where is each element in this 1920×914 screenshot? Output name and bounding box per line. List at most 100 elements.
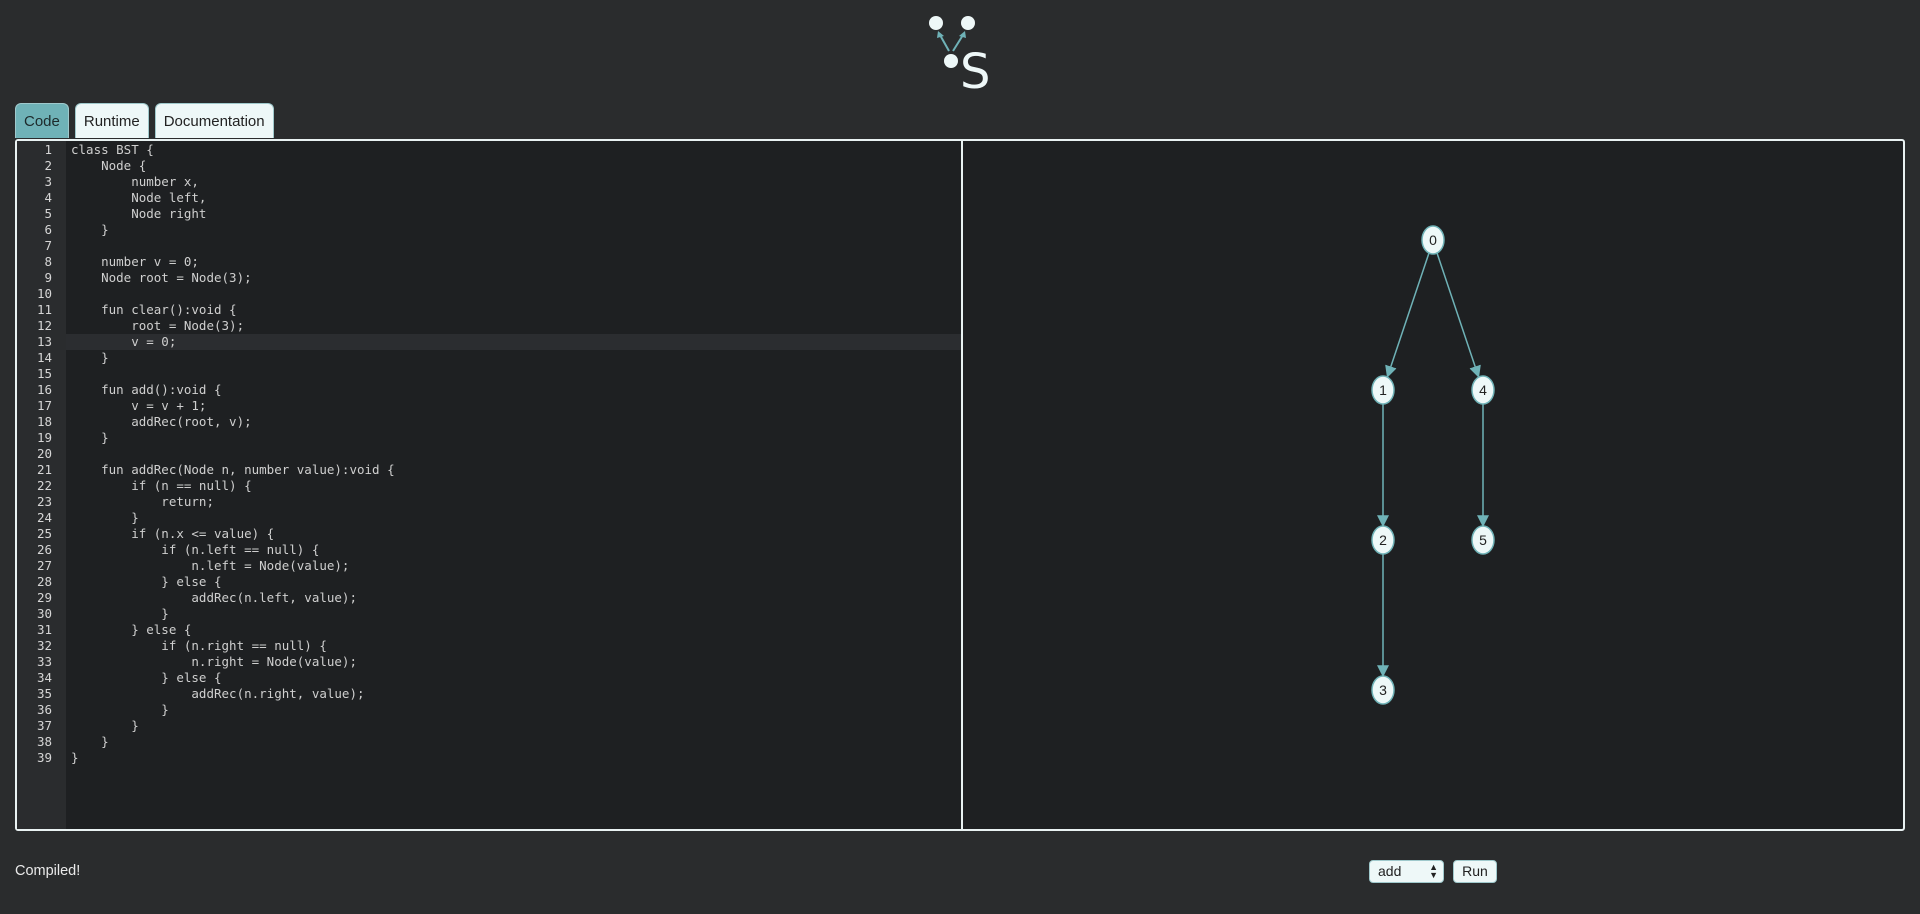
code-line[interactable]: } xyxy=(71,350,109,365)
code-line[interactable]: } xyxy=(71,734,109,749)
code-line[interactable]: v = 0; xyxy=(66,334,961,350)
graph-node-circle xyxy=(1371,375,1395,405)
code-line[interactable]: } xyxy=(71,606,169,621)
tree-graph: 0 1 4 2 5 3 xyxy=(1371,225,1495,705)
line-number: 35 xyxy=(36,686,52,701)
code-line[interactable]: } xyxy=(71,702,169,717)
line-number: 32 xyxy=(36,638,52,653)
graph-node: 2 xyxy=(1371,525,1395,555)
line-number: 23 xyxy=(36,494,52,509)
line-number: 30 xyxy=(36,606,52,621)
app-logo: S xyxy=(920,8,1000,100)
code-line[interactable]: } else { xyxy=(71,670,222,685)
compile-status: Compiled! xyxy=(15,863,81,879)
code-line[interactable]: n.left = Node(value); xyxy=(71,558,350,573)
code-line[interactable] xyxy=(66,238,961,254)
tab-runtime[interactable]: Runtime xyxy=(74,103,149,138)
line-number: 15 xyxy=(36,366,52,381)
code-line[interactable]: fun addRec(Node n, number value):void { xyxy=(71,462,395,477)
line-number: 2 xyxy=(44,158,52,173)
code-line[interactable]: } xyxy=(71,222,109,237)
code-line[interactable]: if (n.right == null) { xyxy=(71,638,327,653)
code-line[interactable]: Node { xyxy=(71,158,147,173)
graph-node-label: 4 xyxy=(1479,382,1487,398)
line-number: 26 xyxy=(36,542,52,557)
code-editor[interactable]: 1 2 3 4 5 6 7 8 9 10 11 12 13 14 15 16 17 18 19 20 21 22 23 24 2… xyxy=(17,141,963,829)
graph-node-label: 1 xyxy=(1379,382,1387,398)
line-number: 13 xyxy=(36,334,52,349)
code-line[interactable]: } xyxy=(71,510,139,525)
select-arrows-icon: ▲ ▼ xyxy=(1429,862,1438,880)
code-line[interactable]: number x, xyxy=(71,174,199,189)
code-line[interactable] xyxy=(66,446,961,462)
function-select[interactable]: add ▲ ▼ xyxy=(1369,860,1444,883)
line-number: 29 xyxy=(36,590,52,605)
code-line[interactable]: Node root = Node(3); xyxy=(71,270,252,285)
code-line[interactable]: v = v + 1; xyxy=(71,398,207,413)
svg-text:S: S xyxy=(960,44,990,92)
line-number: 14 xyxy=(36,350,52,365)
graph-edge xyxy=(1436,253,1481,378)
line-number: 19 xyxy=(36,430,52,445)
line-number: 31 xyxy=(36,622,52,637)
line-number: 6 xyxy=(44,222,52,237)
graph-node-circle xyxy=(1471,375,1495,405)
code-line[interactable]: return; xyxy=(71,494,214,509)
line-number: 3 xyxy=(44,174,52,189)
code-line[interactable]: if (n.left == null) { xyxy=(71,542,320,557)
function-select-value: add xyxy=(1378,863,1402,879)
code-line[interactable]: fun add():void { xyxy=(71,382,222,397)
line-number: 37 xyxy=(36,718,52,733)
code-line[interactable]: class BST { xyxy=(71,142,154,157)
graph-node-label: 3 xyxy=(1379,682,1387,698)
line-number: 34 xyxy=(36,670,52,685)
tab-documentation[interactable]: Documentation xyxy=(154,103,274,138)
code-line[interactable]: addRec(n.left, value); xyxy=(71,590,357,605)
graph-edge xyxy=(1385,253,1430,378)
code-line[interactable]: addRec(n.right, value); xyxy=(71,686,365,701)
tab-code[interactable]: Code xyxy=(15,103,69,138)
line-number: 38 xyxy=(36,734,52,749)
code-line[interactable] xyxy=(66,286,961,302)
tab-bar: Code Runtime Documentation xyxy=(15,103,274,139)
code-line[interactable]: n.right = Node(value); xyxy=(71,654,357,669)
line-number: 5 xyxy=(44,206,52,221)
code-line[interactable]: } xyxy=(71,750,79,765)
line-number: 36 xyxy=(36,702,52,717)
graph-node-label: 5 xyxy=(1479,532,1487,548)
graph-node: 3 xyxy=(1371,675,1395,705)
run-button[interactable]: Run xyxy=(1453,860,1497,883)
line-number: 7 xyxy=(44,238,52,253)
line-number: 20 xyxy=(36,446,52,461)
graph-node-label: 2 xyxy=(1379,532,1387,548)
line-number: 39 xyxy=(36,750,52,765)
code-line[interactable]: } xyxy=(71,430,109,445)
code-line[interactable] xyxy=(66,366,961,382)
graph-node-circle xyxy=(1371,525,1395,555)
code-area[interactable]: class BST { Node { number x, Node left, … xyxy=(66,141,961,829)
code-line[interactable]: if (n == null) { xyxy=(71,478,252,493)
code-line[interactable]: } else { xyxy=(71,622,192,637)
line-number: 17 xyxy=(36,398,52,413)
line-number: 1 xyxy=(44,142,52,157)
code-line[interactable]: Node right xyxy=(71,206,207,221)
graph-node: 4 xyxy=(1471,375,1495,405)
code-line[interactable]: fun clear():void { xyxy=(71,302,237,317)
graph-node: 0 xyxy=(1421,225,1445,255)
graph-view: 0 1 4 2 5 3 xyxy=(963,141,1903,829)
line-number: 28 xyxy=(36,574,52,589)
line-number: 12 xyxy=(36,318,52,333)
code-line[interactable]: number v = 0; xyxy=(71,254,199,269)
code-line[interactable]: root = Node(3); xyxy=(71,318,245,333)
line-number: 8 xyxy=(44,254,52,269)
line-number-gutter: 1 2 3 4 5 6 7 8 9 10 11 12 13 14 15 16 17 18 19 20 21 22 23 24 2… xyxy=(17,141,66,829)
code-line[interactable]: Node left, xyxy=(71,190,207,205)
line-number: 10 xyxy=(36,286,52,301)
code-line[interactable]: addRec(root, v); xyxy=(71,414,252,429)
line-number: 11 xyxy=(36,302,52,317)
code-line[interactable]: } xyxy=(71,718,139,733)
code-line[interactable]: } else { xyxy=(71,574,222,589)
graph-node-circle xyxy=(1471,525,1495,555)
line-number: 4 xyxy=(44,190,52,205)
code-line[interactable]: if (n.x <= value) { xyxy=(71,526,275,541)
